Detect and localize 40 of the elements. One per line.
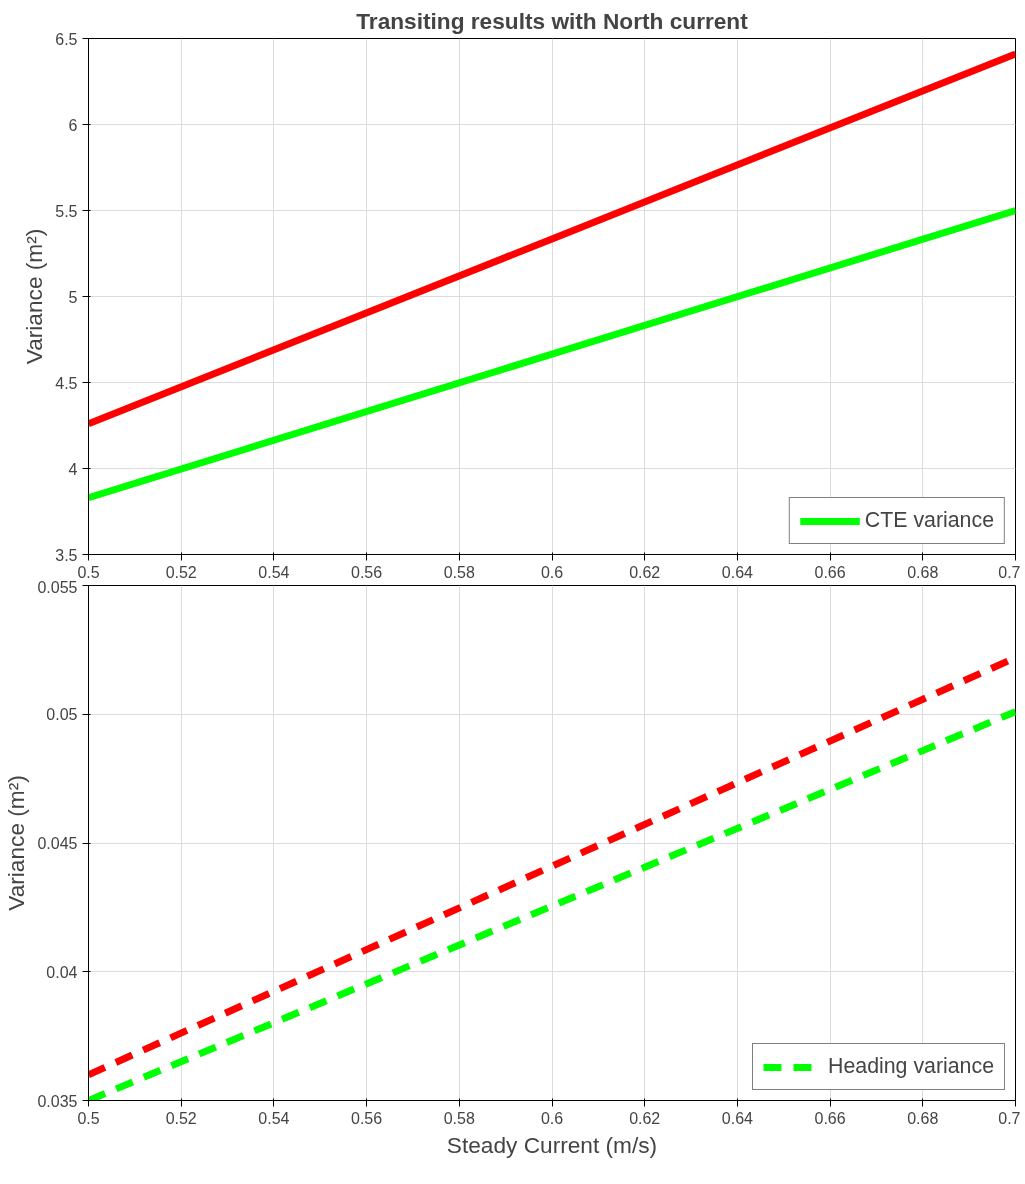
y-tick-label: 0.055 [37, 578, 78, 596]
x-tick-label: 0.64 [721, 1109, 754, 1127]
x-tick-label: 0.56 [351, 563, 383, 581]
x-tick-label: 0.54 [258, 1109, 290, 1127]
x-tick-label: 0.7 [998, 1109, 1021, 1127]
x-tick-label: 0.6 [540, 563, 564, 581]
y-axis-title: Variance (m²) [21, 228, 48, 365]
x-tick-label: 0.58 [443, 563, 475, 581]
x-axis-title: Steady Current (m/s) [446, 1131, 658, 1158]
x-tick-label: 0.58 [443, 1109, 475, 1127]
x-tick-label: 0.7 [998, 563, 1021, 581]
y-tick-label: 4.5 [55, 374, 78, 392]
chart-title: Transiting results with North current [356, 7, 749, 34]
x-tick-label: 0.62 [629, 563, 661, 581]
y-tick-label: 6.5 [55, 30, 78, 48]
x-tick-label: 0.66 [814, 1109, 846, 1127]
y-tick-label: 0.035 [37, 1092, 78, 1110]
x-tick-label: 0.54 [258, 563, 290, 581]
y-tick-label: 4 [68, 460, 78, 478]
x-tick-label: 0.6 [540, 1109, 564, 1127]
x-tick-label: 0.5 [77, 1109, 100, 1127]
x-tick-label: 0.68 [907, 1109, 939, 1127]
x-tick-label: 0.52 [165, 1109, 197, 1127]
legend-label: Heading variance [828, 1054, 994, 1079]
x-tick-label: 0.64 [721, 563, 754, 581]
y-tick-label: 0.045 [37, 835, 78, 852]
y-tick-label: 0.04 [46, 963, 78, 981]
x-tick-label: 0.56 [351, 1109, 383, 1127]
y-tick-label: 0.05 [46, 706, 78, 724]
y-tick-label: 5 [68, 288, 78, 306]
x-tick-label: 0.62 [629, 1109, 661, 1127]
y-tick-label: 6 [68, 116, 78, 134]
x-tick-label: 0.5 [77, 563, 100, 581]
legend-label: CTE variance [864, 508, 994, 533]
x-tick-label: 0.52 [165, 563, 197, 581]
x-tick-label: 0.66 [814, 563, 846, 581]
y-tick-label: 3.5 [55, 546, 78, 564]
x-tick-label: 0.68 [907, 563, 939, 581]
y-tick-label: 5.5 [55, 202, 78, 220]
y-axis-title: Variance (m²) [3, 775, 30, 911]
